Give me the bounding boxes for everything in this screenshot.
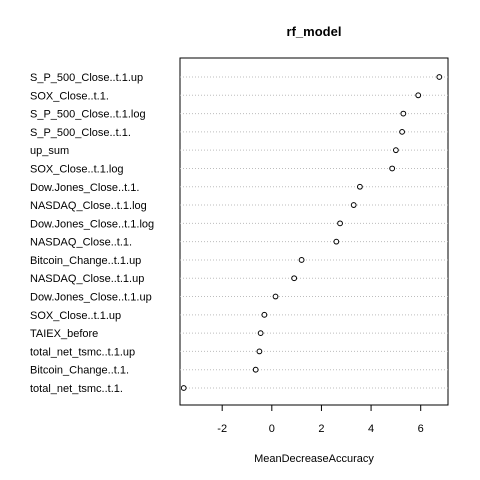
data-point — [400, 110, 407, 117]
row-label: Dow.Jones_Close..t.1. — [30, 182, 139, 194]
row-label: SOX_Close..t.1.log — [30, 163, 124, 175]
row-label: S_P_500_Close..t.1.up — [30, 72, 143, 84]
data-point — [291, 275, 298, 282]
row-label: S_P_500_Close..t.1.log — [30, 109, 146, 121]
data-point — [252, 366, 259, 373]
row-label: NASDAQ_Close..t.1. — [30, 237, 132, 249]
x-tick-label: 4 — [368, 423, 374, 435]
data-point — [333, 238, 340, 245]
data-point — [257, 330, 264, 337]
row-label: NASDAQ_Close..t.1.up — [30, 273, 144, 285]
x-axis: -2 0 2 4 6 — [217, 405, 424, 435]
plot-frame — [179, 57, 449, 406]
data-point — [436, 74, 443, 80]
data-point — [337, 220, 343, 227]
x-tick-label: 2 — [318, 423, 324, 435]
row-label: Dow.Jones_Close..t.1.up — [30, 292, 152, 304]
row-label: total_net_tsmc..t.1. — [30, 383, 123, 395]
x-tick-label: 0 — [269, 423, 275, 435]
row-label: total_net_tsmc..t.1.up — [30, 346, 135, 358]
data-point — [350, 202, 357, 208]
x-axis-label: MeanDecreaseAccuracy — [254, 453, 374, 465]
data-point — [298, 257, 305, 263]
row-label: SOX_Close..t.1. — [30, 90, 109, 102]
row-label: SOX_Close..t.1.up — [30, 310, 121, 322]
data-point — [180, 385, 187, 391]
chart-rows: S_P_500_Close..t.1.up SOX_Close..t.1. S_P_… — [30, 72, 448, 395]
chart-title: rf_model — [287, 24, 342, 39]
data-point — [256, 348, 263, 355]
data-point — [261, 311, 268, 318]
row-label: up_sum — [30, 145, 69, 157]
row-label: TAIEX_before — [30, 328, 98, 340]
data-point — [392, 147, 399, 154]
x-tick-label: 6 — [418, 423, 424, 435]
data-point — [272, 293, 279, 300]
x-tick-label: -2 — [217, 423, 227, 435]
row-label: Bitcoin_Change..t.1.up — [30, 255, 141, 267]
row-label: S_P_500_Close..t.1. — [30, 127, 131, 139]
row-label: NASDAQ_Close..t.1.log — [30, 200, 147, 212]
data-point — [399, 128, 405, 135]
row-label: Bitcoin_Change..t.1. — [30, 365, 129, 377]
data-point — [389, 165, 396, 172]
data-point — [415, 92, 422, 99]
data-point — [357, 183, 363, 190]
row-label: Dow.Jones_Close..t.1.log — [30, 218, 154, 230]
